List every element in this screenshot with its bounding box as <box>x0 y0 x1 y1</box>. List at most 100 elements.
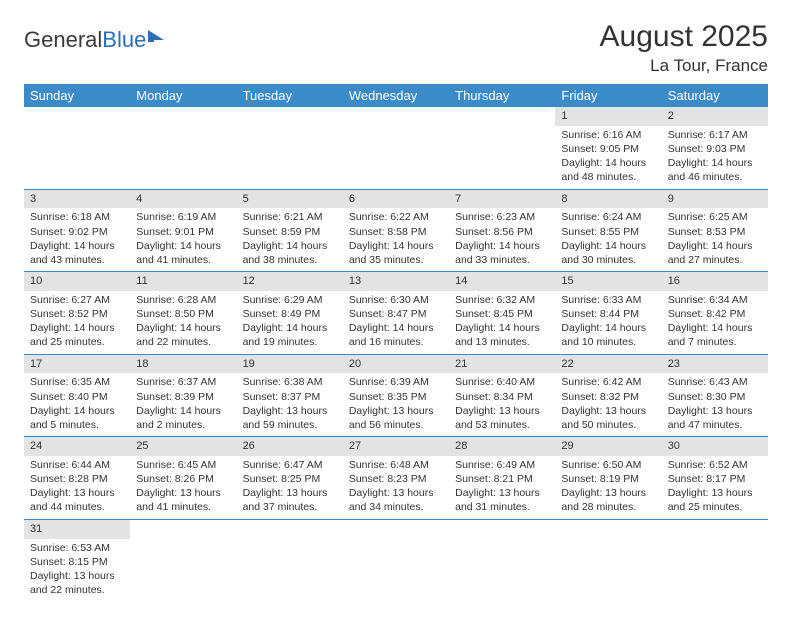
day-content: Sunrise: 6:22 AMSunset: 8:58 PMDaylight:… <box>343 208 449 271</box>
day-content: Sunrise: 6:30 AMSunset: 8:47 PMDaylight:… <box>343 291 449 354</box>
calendar-day-cell: 23Sunrise: 6:43 AMSunset: 8:30 PMDayligh… <box>662 354 768 437</box>
day-number: 28 <box>449 437 555 456</box>
calendar-week-row: 1Sunrise: 6:16 AMSunset: 9:05 PMDaylight… <box>24 107 768 189</box>
daylight-text: Daylight: 14 hours and 35 minutes. <box>349 239 443 267</box>
calendar-day-cell: 16Sunrise: 6:34 AMSunset: 8:42 PMDayligh… <box>662 272 768 355</box>
daylight-text: Daylight: 13 hours and 34 minutes. <box>349 486 443 514</box>
logo-text-general: General <box>24 27 102 53</box>
sunset-text: Sunset: 8:44 PM <box>561 307 655 321</box>
title-block: August 2025 La Tour, France <box>600 20 768 76</box>
daylight-text: Daylight: 13 hours and 25 minutes. <box>668 486 762 514</box>
day-number: 20 <box>343 355 449 374</box>
day-number: 12 <box>237 272 343 291</box>
sunrise-text: Sunrise: 6:48 AM <box>349 458 443 472</box>
day-number: 30 <box>662 437 768 456</box>
day-number: 3 <box>24 190 130 209</box>
day-number: 27 <box>343 437 449 456</box>
calendar-day-cell: 3Sunrise: 6:18 AMSunset: 9:02 PMDaylight… <box>24 189 130 272</box>
day-number: 24 <box>24 437 130 456</box>
calendar-day-cell: 13Sunrise: 6:30 AMSunset: 8:47 PMDayligh… <box>343 272 449 355</box>
daylight-text: Daylight: 14 hours and 27 minutes. <box>668 239 762 267</box>
sunrise-text: Sunrise: 6:50 AM <box>561 458 655 472</box>
weekday-header: Friday <box>555 84 661 107</box>
sunset-text: Sunset: 8:19 PM <box>561 472 655 486</box>
weekday-header: Saturday <box>662 84 768 107</box>
day-number: 13 <box>343 272 449 291</box>
daylight-text: Daylight: 13 hours and 56 minutes. <box>349 404 443 432</box>
calendar-day-cell: 18Sunrise: 6:37 AMSunset: 8:39 PMDayligh… <box>130 354 236 437</box>
day-number: 18 <box>130 355 236 374</box>
daylight-text: Daylight: 14 hours and 43 minutes. <box>30 239 124 267</box>
sunset-text: Sunset: 9:05 PM <box>561 142 655 156</box>
sunrise-text: Sunrise: 6:44 AM <box>30 458 124 472</box>
calendar-day-cell <box>130 519 236 601</box>
sunrise-text: Sunrise: 6:52 AM <box>668 458 762 472</box>
day-number: 22 <box>555 355 661 374</box>
daylight-text: Daylight: 14 hours and 33 minutes. <box>455 239 549 267</box>
calendar-page: GeneralBlue August 2025 La Tour, France … <box>0 0 792 621</box>
calendar-day-cell: 15Sunrise: 6:33 AMSunset: 8:44 PMDayligh… <box>555 272 661 355</box>
calendar-week-row: 10Sunrise: 6:27 AMSunset: 8:52 PMDayligh… <box>24 272 768 355</box>
calendar-day-cell <box>555 519 661 601</box>
day-content: Sunrise: 6:28 AMSunset: 8:50 PMDaylight:… <box>130 291 236 354</box>
sunrise-text: Sunrise: 6:45 AM <box>136 458 230 472</box>
calendar-day-cell: 4Sunrise: 6:19 AMSunset: 9:01 PMDaylight… <box>130 189 236 272</box>
weekday-header: Sunday <box>24 84 130 107</box>
sunset-text: Sunset: 8:34 PM <box>455 390 549 404</box>
calendar-day-cell: 19Sunrise: 6:38 AMSunset: 8:37 PMDayligh… <box>237 354 343 437</box>
calendar-day-cell <box>237 519 343 601</box>
day-content: Sunrise: 6:50 AMSunset: 8:19 PMDaylight:… <box>555 456 661 519</box>
day-number: 26 <box>237 437 343 456</box>
sunrise-text: Sunrise: 6:29 AM <box>243 293 337 307</box>
sunrise-text: Sunrise: 6:16 AM <box>561 128 655 142</box>
daylight-text: Daylight: 14 hours and 41 minutes. <box>136 239 230 267</box>
sunrise-text: Sunrise: 6:24 AM <box>561 210 655 224</box>
calendar-day-cell: 17Sunrise: 6:35 AMSunset: 8:40 PMDayligh… <box>24 354 130 437</box>
day-content: Sunrise: 6:39 AMSunset: 8:35 PMDaylight:… <box>343 373 449 436</box>
day-number: 19 <box>237 355 343 374</box>
location: La Tour, France <box>600 56 768 76</box>
calendar-day-cell <box>449 519 555 601</box>
sunrise-text: Sunrise: 6:38 AM <box>243 375 337 389</box>
calendar-week-row: 3Sunrise: 6:18 AMSunset: 9:02 PMDaylight… <box>24 189 768 272</box>
sunset-text: Sunset: 8:30 PM <box>668 390 762 404</box>
sunset-text: Sunset: 9:02 PM <box>30 225 124 239</box>
calendar-day-cell <box>237 107 343 189</box>
calendar-day-cell <box>343 107 449 189</box>
calendar-day-cell <box>662 519 768 601</box>
day-content: Sunrise: 6:25 AMSunset: 8:53 PMDaylight:… <box>662 208 768 271</box>
sunrise-text: Sunrise: 6:25 AM <box>668 210 762 224</box>
sunrise-text: Sunrise: 6:39 AM <box>349 375 443 389</box>
calendar-day-cell: 10Sunrise: 6:27 AMSunset: 8:52 PMDayligh… <box>24 272 130 355</box>
calendar-day-cell <box>449 107 555 189</box>
calendar-day-cell: 28Sunrise: 6:49 AMSunset: 8:21 PMDayligh… <box>449 437 555 520</box>
calendar-day-cell: 1Sunrise: 6:16 AMSunset: 9:05 PMDaylight… <box>555 107 661 189</box>
day-number: 6 <box>343 190 449 209</box>
flag-icon <box>148 26 168 52</box>
sunrise-text: Sunrise: 6:17 AM <box>668 128 762 142</box>
calendar-day-cell: 11Sunrise: 6:28 AMSunset: 8:50 PMDayligh… <box>130 272 236 355</box>
calendar-day-cell: 2Sunrise: 6:17 AMSunset: 9:03 PMDaylight… <box>662 107 768 189</box>
day-content: Sunrise: 6:27 AMSunset: 8:52 PMDaylight:… <box>24 291 130 354</box>
day-number: 8 <box>555 190 661 209</box>
day-content: Sunrise: 6:23 AMSunset: 8:56 PMDaylight:… <box>449 208 555 271</box>
calendar-day-cell: 20Sunrise: 6:39 AMSunset: 8:35 PMDayligh… <box>343 354 449 437</box>
sunset-text: Sunset: 8:26 PM <box>136 472 230 486</box>
calendar-day-cell: 12Sunrise: 6:29 AMSunset: 8:49 PMDayligh… <box>237 272 343 355</box>
daylight-text: Daylight: 13 hours and 47 minutes. <box>668 404 762 432</box>
daylight-text: Daylight: 13 hours and 22 minutes. <box>30 569 124 597</box>
sunset-text: Sunset: 9:03 PM <box>668 142 762 156</box>
sunset-text: Sunset: 8:21 PM <box>455 472 549 486</box>
day-content: Sunrise: 6:34 AMSunset: 8:42 PMDaylight:… <box>662 291 768 354</box>
daylight-text: Daylight: 13 hours and 37 minutes. <box>243 486 337 514</box>
daylight-text: Daylight: 13 hours and 41 minutes. <box>136 486 230 514</box>
sunset-text: Sunset: 8:23 PM <box>349 472 443 486</box>
day-content: Sunrise: 6:29 AMSunset: 8:49 PMDaylight:… <box>237 291 343 354</box>
calendar-table: Sunday Monday Tuesday Wednesday Thursday… <box>24 84 768 601</box>
day-number: 23 <box>662 355 768 374</box>
sunrise-text: Sunrise: 6:49 AM <box>455 458 549 472</box>
day-number: 5 <box>237 190 343 209</box>
sunrise-text: Sunrise: 6:53 AM <box>30 541 124 555</box>
sunset-text: Sunset: 8:53 PM <box>668 225 762 239</box>
day-content: Sunrise: 6:40 AMSunset: 8:34 PMDaylight:… <box>449 373 555 436</box>
